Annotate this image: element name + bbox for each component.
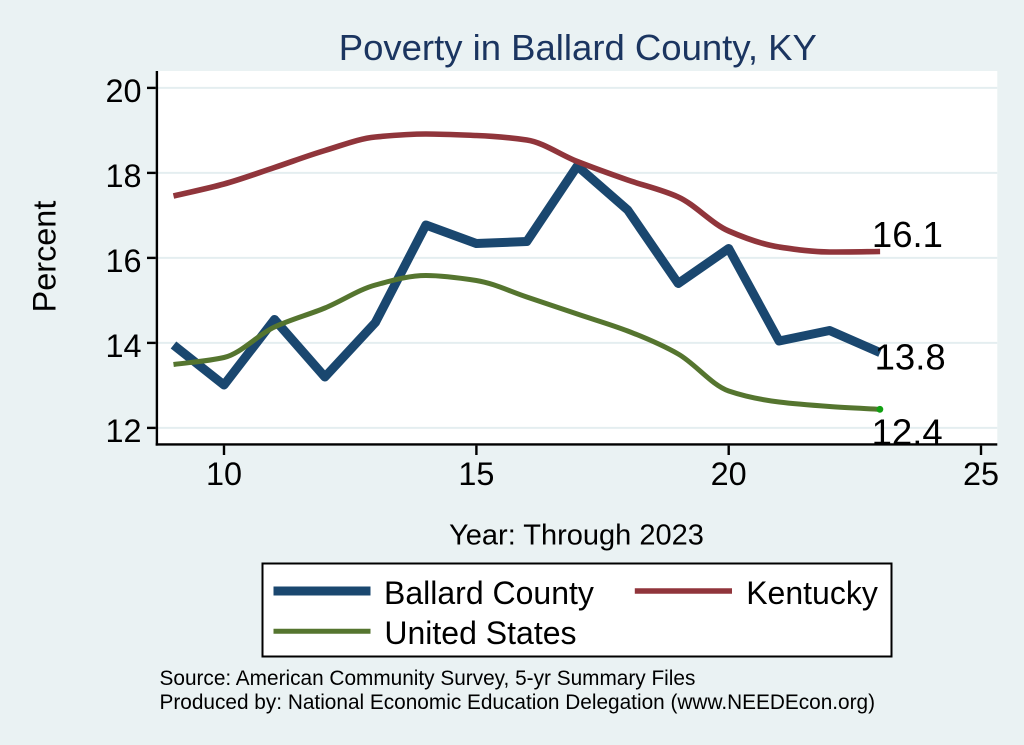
svg-text:Poverty in Ballard County, KY: Poverty in Ballard County, KY (339, 27, 817, 68)
svg-text:16: 16 (105, 243, 141, 279)
svg-text:12: 12 (105, 413, 141, 449)
svg-text:United States: United States (384, 615, 576, 651)
svg-text:12.4: 12.4 (872, 412, 943, 453)
svg-text:Year: Through 2023: Year: Through 2023 (449, 520, 704, 552)
svg-text:18: 18 (105, 158, 141, 194)
svg-text:Produced by: National Economic: Produced by: National Economic Education… (160, 691, 876, 714)
svg-text:20: 20 (105, 73, 141, 109)
svg-text:Percent: Percent (27, 201, 63, 313)
svg-text:16.1: 16.1 (872, 214, 943, 255)
svg-text:25: 25 (963, 456, 999, 492)
svg-text:Ballard County: Ballard County (384, 575, 594, 611)
svg-text:14: 14 (105, 328, 141, 364)
svg-text:10: 10 (206, 456, 242, 492)
svg-text:Source: American Community Sur: Source: American Community Survey, 5-yr … (160, 667, 696, 690)
svg-text:Kentucky: Kentucky (746, 575, 878, 611)
svg-text:20: 20 (711, 456, 747, 492)
svg-text:13.8: 13.8 (875, 337, 946, 378)
svg-text:15: 15 (458, 456, 494, 492)
